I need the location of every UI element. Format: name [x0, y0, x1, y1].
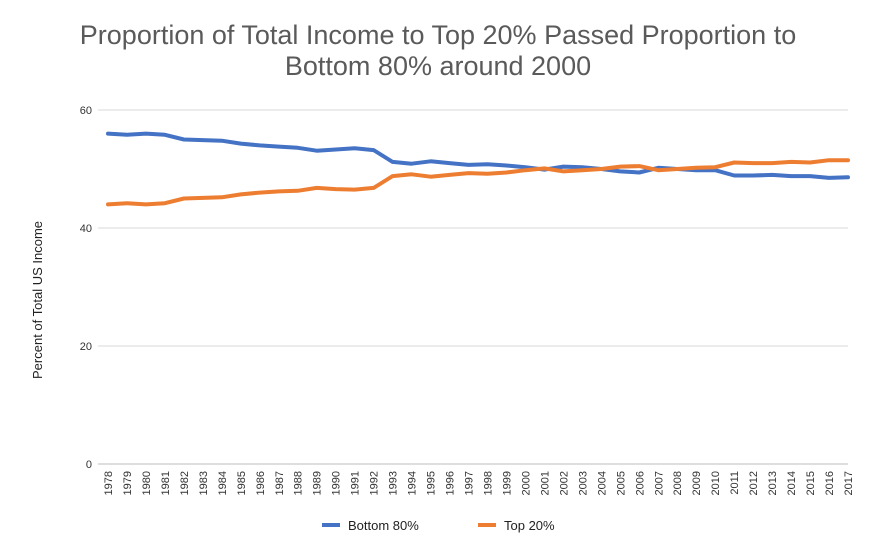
- gridlines: [98, 109, 848, 465]
- y-tick-label: 0: [86, 459, 92, 471]
- x-tick-label: 1988: [293, 471, 305, 495]
- x-tick-label: 1980: [141, 471, 153, 495]
- x-tick-label: 2006: [634, 471, 646, 495]
- x-tick-label: 1991: [350, 471, 362, 495]
- y-axis-ticks: 0 20 40 60: [80, 105, 92, 471]
- legend-label: Bottom 80%: [348, 518, 419, 533]
- x-tick-label: 1985: [236, 471, 248, 495]
- chart-title: Proportion of Total Income to Top 20% Pa…: [0, 20, 876, 82]
- x-tick-label: 1996: [445, 471, 457, 495]
- x-tick-label: 1999: [501, 471, 513, 495]
- x-tick-label: 1983: [198, 471, 210, 495]
- x-axis-ticks: 1978 1979 1980 1981 1982 1983 1984 1985 1986 1987…: [103, 471, 855, 495]
- x-tick-label: 2010: [710, 471, 722, 495]
- x-tick-label: 2002: [558, 471, 570, 495]
- x-tick-label: 2008: [672, 471, 684, 495]
- x-tick-label: 2015: [805, 471, 817, 495]
- series-line-bottom-80: [106, 131, 850, 180]
- x-tick-label: 1989: [312, 471, 324, 495]
- x-tick-label: 1998: [482, 471, 494, 495]
- y-tick-label: 20: [80, 341, 92, 353]
- x-tick-label: 1984: [217, 471, 229, 495]
- y-tick-label: 40: [80, 223, 92, 235]
- legend: Bottom 80% Top 20%: [322, 518, 555, 533]
- y-axis-label: Percent of Total US Income: [30, 221, 45, 379]
- series-lines: [106, 131, 850, 207]
- legend-label: Top 20%: [504, 518, 555, 533]
- x-tick-label: 2013: [767, 471, 779, 495]
- x-tick-label: 1993: [388, 471, 400, 495]
- x-tick-label: 1979: [122, 471, 134, 495]
- x-tick-label: 1990: [331, 471, 343, 495]
- x-tick-label: 1992: [369, 471, 381, 495]
- x-tick-label: 2011: [729, 471, 741, 495]
- chart-title-line-2: Bottom 80% around 2000: [284, 51, 592, 81]
- x-tick-label: 2012: [748, 471, 760, 495]
- chart-title-line-1: Proportion of Total Income to Top 20% Pa…: [79, 20, 797, 50]
- x-tick-label: 1981: [160, 471, 172, 495]
- x-tick-label: 2003: [577, 471, 589, 495]
- x-tick-label: 2001: [539, 471, 551, 495]
- x-tick-label: 2014: [786, 471, 798, 495]
- x-tick-label: 2000: [520, 471, 532, 495]
- x-tick-label: 2009: [691, 471, 703, 495]
- x-tick-label: 2017: [843, 471, 855, 495]
- series-line-top-20: [106, 158, 850, 207]
- x-tick-label: 2004: [596, 471, 608, 495]
- x-tick-label: 1994: [407, 471, 419, 495]
- x-tick-label: 2016: [824, 471, 836, 495]
- x-tick-label: 2005: [615, 471, 627, 495]
- x-tick-label: 1986: [255, 471, 267, 495]
- y-tick-label: 60: [80, 105, 92, 117]
- x-tick-label: 1978: [103, 471, 115, 495]
- x-tick-label: 1987: [274, 471, 286, 495]
- x-tick-label: 1995: [426, 471, 438, 495]
- x-tick-label: 2007: [653, 471, 665, 495]
- x-tick-label: 1997: [464, 471, 476, 495]
- x-tick-label: 1982: [179, 471, 191, 495]
